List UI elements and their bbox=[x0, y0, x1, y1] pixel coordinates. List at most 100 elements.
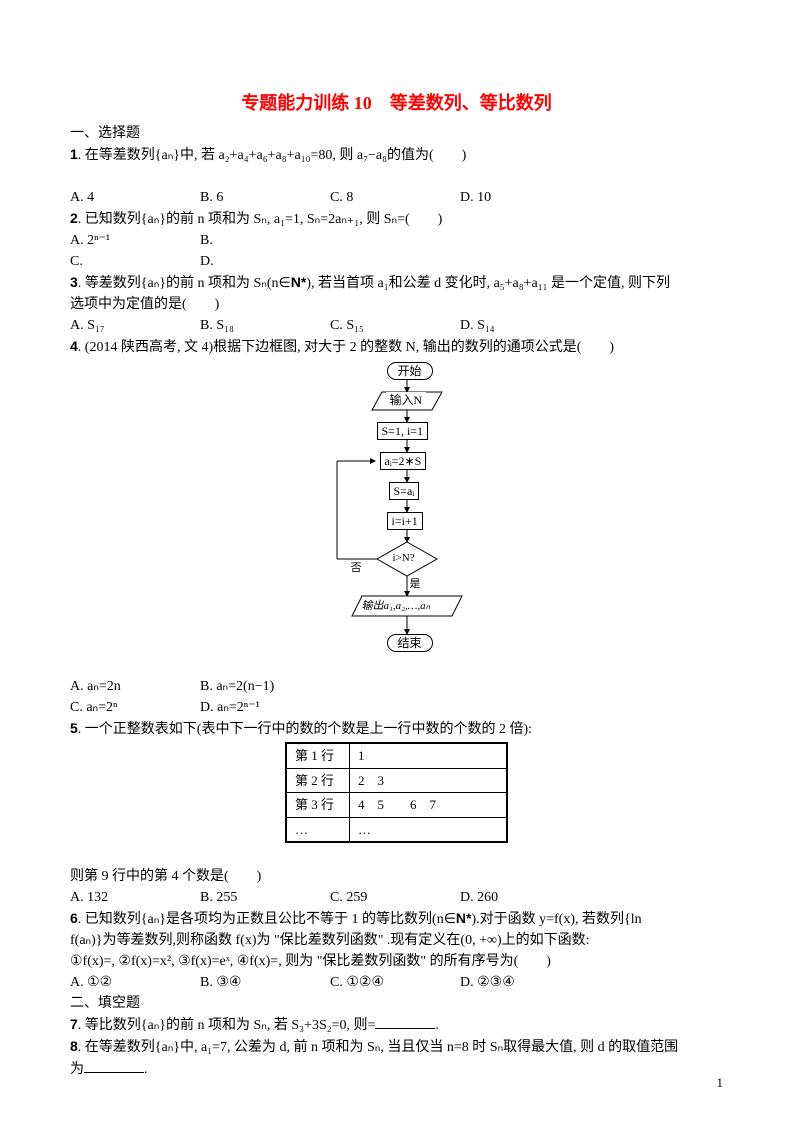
q5-num: 5 bbox=[70, 720, 78, 736]
fc-start: 开始 bbox=[387, 362, 433, 380]
page: 专题能力训练 10 等差数列、等比数列 一、选择题 1. 在等差数列{aₙ}中,… bbox=[0, 0, 793, 1122]
q6-opt-d: D. ②③④ bbox=[460, 972, 590, 993]
q5-opt-c: C. 259 bbox=[330, 887, 460, 908]
q8-blank bbox=[84, 1058, 144, 1073]
q5-opt-d: D. 260 bbox=[460, 887, 590, 908]
section-fill: 二、填空题 bbox=[70, 993, 723, 1014]
q1-opt-b: B. 6 bbox=[200, 187, 330, 208]
q1-num: 1 bbox=[70, 146, 78, 162]
q3-opt-c: C. S₁₅ bbox=[330, 315, 460, 336]
fc-cond: i>N? bbox=[393, 550, 415, 567]
q1-options: A. 4 B. 6 C. 8 D. 10 bbox=[70, 187, 723, 208]
q7-num: 7 bbox=[70, 1016, 78, 1032]
q6-line3: ①f(x)=, ②f(x)=x², ③f(x)=eˣ, ④f(x)=, 则为 "… bbox=[70, 951, 723, 972]
q7-stem: 7. 等比数列{aₙ}的前 n 项和为 Sₙ, 若 S₃+3S₂=0, 则=. bbox=[70, 1014, 723, 1036]
q4-options-row1: A. aₙ=2n B. aₙ=2(n−1) bbox=[70, 676, 723, 697]
q7-text: . 等比数列{aₙ}的前 n 项和为 Sₙ, 若 S₃+3S₂=0, 则= bbox=[78, 1018, 376, 1033]
fc-assign: S=aᵢ bbox=[389, 482, 420, 500]
q4-opt-a: A. aₙ=2n bbox=[70, 676, 200, 697]
fc-end: 结束 bbox=[387, 634, 433, 652]
q2-options-row1: A. 2ⁿ⁻¹ B. bbox=[70, 230, 723, 251]
q3-nstar: N* bbox=[291, 274, 307, 290]
q5-options: A. 132 B. 255 C. 259 D. 260 bbox=[70, 887, 723, 908]
q3-opt-d: D. S₁₄ bbox=[460, 315, 590, 336]
q2-options-row2: C. D. bbox=[70, 251, 723, 272]
int-r2c2: 2 3 bbox=[350, 768, 508, 793]
q5-text: . 一个正整数表如下(表中下一行中的数的个数是上一行中数的个数的 2 倍): bbox=[78, 722, 532, 737]
q6-l1b: ).对于函数 y=f(x), 若数列{ln bbox=[471, 912, 641, 927]
q5-spacer bbox=[70, 845, 723, 866]
q3-line2: 选项中为定值的是( ) bbox=[70, 294, 723, 315]
q2-num: 2 bbox=[70, 210, 78, 226]
q4-text: . (2014 陕西高考, 文 4)根据下边框图, 对大于 2 的整数 N, 输… bbox=[78, 340, 614, 355]
title-suffix: 等差数列、等比数列 bbox=[372, 93, 552, 113]
q3-opt-b: B. S₁₈ bbox=[200, 315, 330, 336]
integer-table: 第 1 行 1 第 2 行 2 3 第 3 行 4 5 6 7 … … bbox=[285, 742, 508, 843]
q2-opt-b: B. bbox=[200, 230, 330, 251]
q4-options-row2: C. aₙ=2ⁿ D. aₙ=2ⁿ⁻¹ bbox=[70, 697, 723, 718]
q6-nstar: N* bbox=[456, 910, 472, 926]
q4-stem: 4. (2014 陕西高考, 文 4)根据下边框图, 对大于 2 的整数 N, … bbox=[70, 336, 723, 358]
q4-opt-b: B. aₙ=2(n−1) bbox=[200, 676, 330, 697]
q2-opt-a: A. 2ⁿ⁻¹ bbox=[70, 230, 200, 251]
q2-opt-d: D. bbox=[200, 251, 330, 272]
q8-line1: 8. 在等差数列{aₙ}中, a₁=7, 公差为 d, 前 n 项和为 Sₙ, … bbox=[70, 1036, 723, 1058]
q3-num: 3 bbox=[70, 274, 78, 290]
q3-line1: 3. 等差数列{aₙ}的前 n 项和为 Sₙ(n∈N*), 若当首项 a₁和公差… bbox=[70, 272, 723, 294]
int-r1c1: 第 1 行 bbox=[286, 743, 350, 768]
q3-text-a: . 等差数列{aₙ}的前 n 项和为 Sₙ(n∈ bbox=[78, 276, 291, 291]
int-r1c2: 1 bbox=[350, 743, 508, 768]
q6-opt-c: C. ①②④ bbox=[330, 972, 460, 993]
q2-text: . 已知数列{aₙ}的前 n 项和为 Sₙ, a₁=1, Sₙ=2aₙ₊₁, 则… bbox=[78, 212, 443, 227]
int-r4c1: … bbox=[286, 817, 350, 842]
q5-after: 则第 9 行中的第 4 个数是( ) bbox=[70, 866, 723, 887]
int-r3c1: 第 3 行 bbox=[286, 793, 350, 818]
q8-line2: 为. bbox=[70, 1058, 723, 1080]
q5-opt-a: A. 132 bbox=[70, 887, 200, 908]
q7-blank bbox=[375, 1014, 435, 1029]
fc-yes: 是 bbox=[410, 576, 421, 593]
q6-opt-b: B. ③④ bbox=[200, 972, 330, 993]
q8-l1: . 在等差数列{aₙ}中, a₁=7, 公差为 d, 前 n 项和为 Sₙ, 当… bbox=[78, 1040, 678, 1055]
section-choice: 一、选择题 bbox=[70, 123, 723, 144]
q4-num: 4 bbox=[70, 338, 78, 354]
q6-options: A. ①② B. ③④ C. ①②④ D. ②③④ bbox=[70, 972, 723, 993]
table-row: 第 1 行 1 bbox=[286, 743, 507, 768]
page-number: 1 bbox=[717, 1073, 724, 1093]
q6-line1: 6. 已知数列{aₙ}是各项均为正数且公比不等于 1 的等比数列(n∈N*).对… bbox=[70, 908, 723, 930]
q1-opt-a: A. 4 bbox=[70, 187, 200, 208]
q8-l3: . bbox=[144, 1062, 148, 1077]
q6-line2: f(aₙ)}为等差数列,则称函数 f(x)为 "保比差数列函数" .现有定义在(… bbox=[70, 930, 723, 951]
q8-num: 8 bbox=[70, 1038, 78, 1054]
fc-inc: i=i+1 bbox=[387, 512, 423, 530]
q3-options: A. S₁₇ B. S₁₈ C. S₁₅ D. S₁₄ bbox=[70, 315, 723, 336]
q3-text-b: ), 若当首项 a₁和公差 d 变化时, a₅+a₈+a₁₁ 是一个定值, 则下… bbox=[306, 276, 670, 291]
table-row: 第 3 行 4 5 6 7 bbox=[286, 793, 507, 818]
int-r2c1: 第 2 行 bbox=[286, 768, 350, 793]
fc-no: 否 bbox=[351, 560, 362, 577]
table-row: … … bbox=[286, 817, 507, 842]
fc-output: 输出a₁,a₂,…,aₙ bbox=[362, 598, 431, 615]
flowchart: 开始 输入N S=1, i=1 aᵢ=2∗S S=aᵢ i=i+1 i>N? 是… bbox=[307, 362, 487, 672]
q1-stem: 1. 在等差数列{aₙ}中, 若 a₂+a₄+a₆+a₈+a₁₀=80, 则 a… bbox=[70, 144, 723, 166]
q6-num: 6 bbox=[70, 910, 78, 926]
q2-opt-c: C. bbox=[70, 251, 200, 272]
q3-opt-a: A. S₁₇ bbox=[70, 315, 200, 336]
q5-opt-b: B. 255 bbox=[200, 887, 330, 908]
q1-opt-d: D. 10 bbox=[460, 187, 590, 208]
q1-spacer bbox=[70, 166, 723, 187]
int-r3c2: 4 5 6 7 bbox=[350, 793, 508, 818]
fc-calc: aᵢ=2∗S bbox=[380, 452, 427, 470]
fc-init: S=1, i=1 bbox=[377, 422, 429, 440]
q1-opt-c: C. 8 bbox=[330, 187, 460, 208]
q1-text: . 在等差数列{aₙ}中, 若 a₂+a₄+a₆+a₈+a₁₀=80, 则 a₇… bbox=[78, 148, 466, 163]
fc-input: 输入N bbox=[386, 392, 427, 408]
q5-stem: 5. 一个正整数表如下(表中下一行中的数的个数是上一行中数的个数的 2 倍): bbox=[70, 718, 723, 740]
q6-opt-a: A. ①② bbox=[70, 972, 200, 993]
q2-stem: 2. 已知数列{aₙ}的前 n 项和为 Sₙ, a₁=1, Sₙ=2aₙ₊₁, … bbox=[70, 208, 723, 230]
page-title: 专题能力训练 10 等差数列、等比数列 bbox=[70, 90, 723, 117]
q4-opt-d: D. aₙ=2ⁿ⁻¹ bbox=[200, 697, 330, 718]
table-row: 第 2 行 2 3 bbox=[286, 768, 507, 793]
q6-l1a: . 已知数列{aₙ}是各项均为正数且公比不等于 1 的等比数列(n∈ bbox=[78, 912, 456, 927]
q8-l2: 为 bbox=[70, 1062, 84, 1077]
